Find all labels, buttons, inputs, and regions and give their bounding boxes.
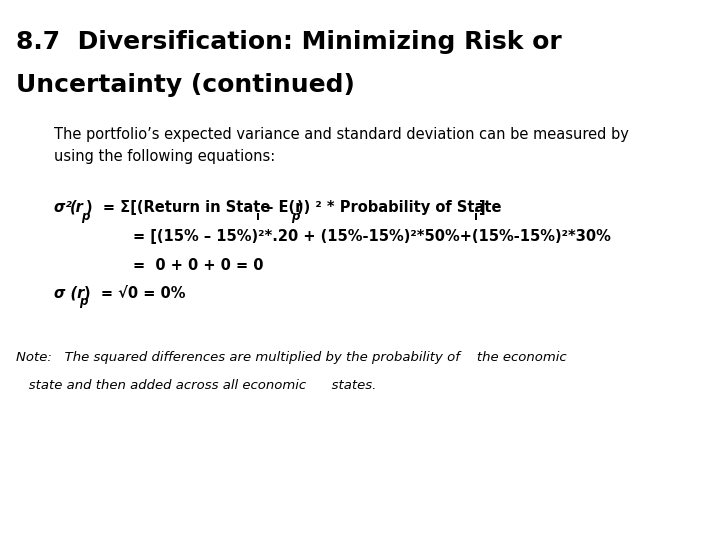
- Text: 8.7  Diversification: Minimizing Risk or: 8.7 Diversification: Minimizing Risk or: [16, 30, 562, 53]
- Text: The portfolio’s expected variance and standard deviation can be measured by: The portfolio’s expected variance and st…: [54, 127, 629, 142]
- Text: using the following equations:: using the following equations:: [54, 148, 275, 164]
- Text: Note:   The squared differences are multiplied by the probability of    the econ: Note: The squared differences are multip…: [16, 351, 567, 364]
- Text: p: p: [81, 210, 89, 222]
- Text: ]: ]: [479, 200, 485, 215]
- Text: σ²: σ²: [54, 200, 77, 215]
- Text: i: i: [256, 210, 260, 222]
- Text: )  = √0 = 0%: ) = √0 = 0%: [84, 286, 186, 301]
- Text: – E(r: – E(r: [261, 200, 302, 215]
- Text: i: i: [474, 210, 478, 222]
- Text: p: p: [79, 295, 88, 308]
- Text: σ (r: σ (r: [54, 286, 84, 301]
- Text: state and then added across all economic      states.: state and then added across all economic…: [16, 379, 377, 392]
- Text: (r: (r: [70, 200, 84, 215]
- Text: p: p: [292, 210, 300, 222]
- Text: )) ² * Probability of State: )) ² * Probability of State: [297, 200, 501, 215]
- Text: )  = Σ[(Return in State: ) = Σ[(Return in State: [86, 200, 270, 215]
- Text: =  0 + 0 + 0 = 0: = 0 + 0 + 0 = 0: [133, 258, 264, 273]
- Text: = [(15% – 15%)²*.20 + (15%-15%)²*50%+(15%-15%)²*30%: = [(15% – 15%)²*.20 + (15%-15%)²*50%+(15…: [133, 230, 611, 245]
- Text: Uncertainty (continued): Uncertainty (continued): [16, 73, 355, 97]
